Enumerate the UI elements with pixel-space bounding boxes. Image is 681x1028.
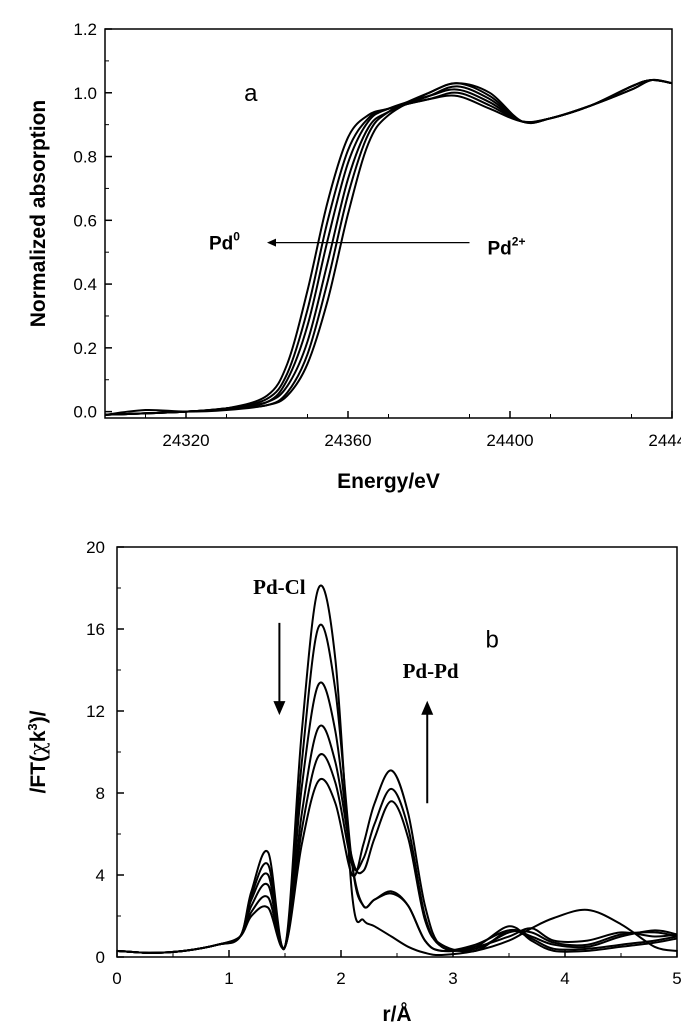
- panel-b-arrows: [273, 622, 434, 804]
- pd-pd-annotation: Pd-Pd: [403, 659, 459, 683]
- pd0-annotation-sup: 0: [233, 230, 240, 244]
- panel-b-y-tick-label-0: 0: [96, 948, 105, 967]
- pd0-annotation: Pd0: [209, 230, 240, 255]
- panel-a-y-tick-label-1.0: 1.0: [73, 84, 97, 103]
- pd2-annotation-sup: 2+: [512, 235, 526, 249]
- panel-b-y-label-part1: /FT(: [27, 755, 50, 793]
- panel-a-y-tick-label-0.4: 0.4: [73, 275, 97, 294]
- panel-a-y-tick-label-0.8: 0.8: [73, 148, 97, 167]
- panel-b-series-5: [116, 623, 678, 954]
- panel-a-label: a: [244, 80, 258, 107]
- panel-b-y-tick-label-8: 8: [96, 784, 105, 803]
- panel-b-x-tick-label-5: 5: [672, 969, 681, 988]
- panel-b-x-tick-label-1: 1: [224, 969, 233, 988]
- panel-b-y-label-part2: )/: [27, 710, 50, 723]
- pd-cl-arrow-head: [273, 701, 286, 716]
- panel-b-y-label-chi: χ: [26, 742, 50, 755]
- panel-b-y-axis-label: /FT(χk3)/: [25, 710, 50, 793]
- panel-b-x-tick-label-3: 3: [448, 969, 457, 988]
- panel-b-y-tick-label-12: 12: [86, 702, 105, 721]
- panel-b-series-4: [116, 681, 678, 954]
- panel-b-x-tick-label-0: 0: [112, 969, 121, 988]
- panel-a-x-tick-label-24360: 24360: [324, 431, 371, 450]
- panel-a: 24320 24360 24400 24440 0.0 0.2 0.4 0.6 0.8 1.0 1.…: [27, 20, 681, 493]
- panel-b-y-tick-label-4: 4: [96, 866, 105, 885]
- panel-a-x-axis-label: Energy/eV: [337, 470, 440, 493]
- panel-b-y-tick-label-20: 20: [86, 538, 105, 557]
- panel-a-series-1: [104, 78, 673, 416]
- panel-b-x-tick-label-4: 4: [560, 969, 569, 988]
- panel-a-series-4: [104, 78, 673, 416]
- panel-b-x-tick-label-2: 2: [336, 969, 345, 988]
- panel-b-series-1: [116, 769, 678, 954]
- panel-a-x-tick-label-24400: 24400: [486, 431, 533, 450]
- pd0-annotation-base: Pd: [209, 234, 233, 255]
- panel-a-series-6: [104, 78, 673, 416]
- panel-b-series-2: [116, 753, 678, 954]
- panel-a-y-tick-label-0.0: 0.0: [73, 403, 97, 422]
- panel-a-y-tick-label-0.6: 0.6: [73, 211, 97, 230]
- panel-a-series-3: [104, 78, 673, 416]
- pd2-annotation-base: Pd: [488, 239, 512, 260]
- panel-a-series-5: [104, 78, 673, 416]
- panel-a-curves: [104, 78, 673, 416]
- panel-b-y-label-sup: 3: [25, 723, 40, 730]
- panel-b-curves: [116, 584, 678, 957]
- pd-cl-annotation: Pd-Cl: [253, 575, 306, 599]
- panel-a-plot-frame: [104, 28, 673, 419]
- panel-a-x-tick-label-24440: 24440: [648, 431, 681, 450]
- panel-a-x-tick-label-24320: 24320: [162, 431, 209, 450]
- panel-a-series-2: [104, 78, 673, 416]
- panel-a-y-axis-label: Normalized absorption: [27, 100, 50, 328]
- pd-pd-arrow-head: [421, 700, 434, 715]
- panel-a-arrow-head: [267, 238, 276, 247]
- panel-a-edge-shift-arrow: [267, 238, 470, 247]
- panel-a-y-tick-label-0.2: 0.2: [73, 339, 97, 358]
- panel-b-x-axis-label: r/Å: [382, 1002, 411, 1026]
- panel-b-y-label-k: k: [27, 730, 50, 742]
- panel-a-ticks: 24320 24360 24400 24440 0.0 0.2 0.4 0.6 0.8 1.0 1.…: [73, 20, 681, 450]
- panel-b-label: b: [486, 626, 499, 653]
- panel-b-y-tick-label-16: 16: [86, 620, 105, 639]
- panel-a-y-tick-label-1.2: 1.2: [73, 20, 97, 39]
- panel-b-series-6: [116, 584, 678, 957]
- panel-b-series-3: [116, 724, 678, 954]
- pd2-annotation: Pd2+: [488, 235, 526, 260]
